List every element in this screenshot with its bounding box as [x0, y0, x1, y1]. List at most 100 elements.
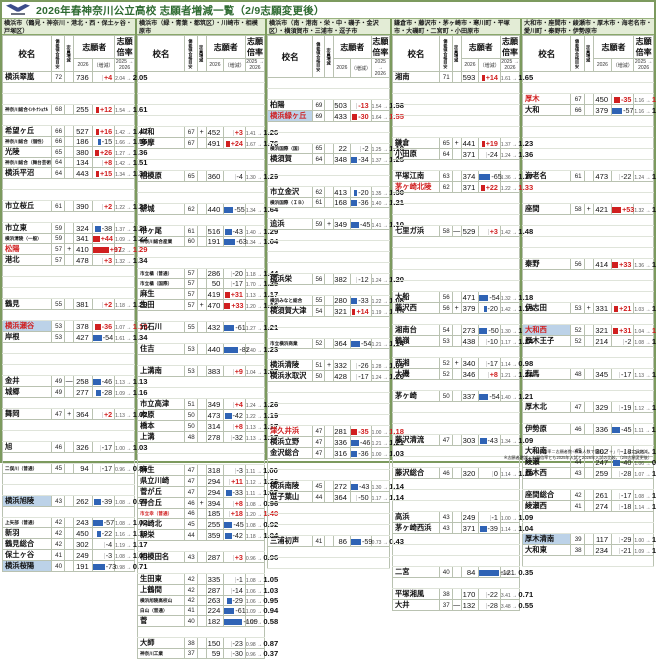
delta-value: -42	[232, 530, 243, 540]
cell-deviation: 47	[184, 464, 198, 476]
delta-bar	[234, 576, 236, 583]
cell-applicant-delta: -57	[91, 517, 116, 528]
table-row: 横浜瀬谷 53 378 -36 1.07 → 1.19	[2, 320, 147, 332]
delta-bar	[618, 470, 620, 477]
cell-capacity-change	[64, 125, 75, 137]
cell-applicants: 440	[205, 203, 225, 215]
ratio-old: 1.22	[115, 204, 125, 211]
spacer-row	[522, 82, 654, 94]
th-ratio: 志願倍率	[114, 35, 135, 59]
cell-capacity-change	[196, 486, 207, 498]
cell-ratio: 1.13 → 1.13	[114, 375, 147, 387]
delta-value: -29	[620, 534, 632, 544]
spacer-row	[392, 269, 520, 281]
cell-capacity-change	[64, 517, 75, 528]
cell-deviation: 58	[439, 225, 453, 237]
cell-applicant-delta: +11	[223, 475, 246, 487]
delta-bar	[96, 530, 101, 537]
cell-ratio: 3.41 → 0.71	[499, 588, 533, 600]
ratio-old: 1.42	[500, 306, 511, 313]
ratio-old: 1.14	[500, 361, 511, 368]
delta-bar	[480, 184, 485, 191]
cell-school-name: 金井	[2, 375, 52, 387]
table-row: 百合丘 46 +394 +8 1.08 → 0.96	[137, 497, 278, 509]
cell-applicants: 374	[460, 170, 480, 182]
cell-applicants: 410	[73, 243, 93, 255]
delta-value: -1	[236, 574, 243, 584]
cell-school-name: 上鶴間	[137, 584, 185, 596]
ratio-arrow-icon: →	[512, 526, 518, 533]
cell-deviation: 43	[439, 522, 453, 534]
cell-applicants: 371	[460, 522, 480, 534]
cell-deviation: 64	[50, 167, 66, 179]
cell-ratio: 1.30 → 1.15	[499, 324, 533, 336]
table-row: 横浜国際（ＩＢ） 61 168 -36 1.40 → 1.21	[266, 197, 404, 208]
spacer-row	[522, 181, 654, 193]
delta-value: -13	[358, 100, 369, 110]
cell-applicant-delta: -82	[223, 343, 250, 355]
ratio-new: 1.25	[651, 94, 656, 104]
cell-deviation: 68	[50, 104, 66, 115]
cell-applicant-delta: -20	[223, 268, 246, 279]
cell-deviation: 47	[312, 425, 326, 437]
cell-capacity-change	[196, 203, 207, 215]
ratio-arrow-icon: →	[126, 564, 132, 571]
ratio-old: 1.30	[500, 328, 511, 335]
delta-value: 0	[493, 468, 498, 478]
cell-school-name: 大和東	[521, 544, 572, 556]
cell-applicants: 452	[205, 126, 225, 138]
cell-school-name: 藤沢西	[392, 302, 440, 314]
ratio-old: 1.27	[245, 325, 256, 332]
cell-capacity-change: +	[196, 126, 207, 138]
cell-applicants: 321	[592, 324, 613, 336]
cell-applicant-delta: -73	[91, 560, 116, 572]
cell-deviation: 53	[50, 320, 66, 332]
cell-ratio: 1.37 → 1.25	[370, 153, 404, 165]
ratio-old: 1.07	[634, 471, 645, 478]
delta-value: +16	[99, 126, 113, 136]
cell-school-name: 上矢部（普通）	[2, 517, 52, 528]
spacer-row	[137, 246, 265, 258]
cell-applicants: 359	[205, 529, 225, 541]
cell-ratio: 1.22 → 1.08	[370, 295, 404, 306]
cell-applicant-delta: +3	[91, 254, 116, 266]
table-row: 横浜氷取沢 50 428 -17 1.24 → 1.20	[266, 370, 404, 382]
ratio-old: 1.34	[245, 240, 256, 246]
cell-school-name: 二宮	[392, 566, 440, 578]
cell-capacity-change	[64, 167, 75, 179]
spacer-row	[2, 114, 135, 126]
ratio-arrow-icon: →	[382, 201, 388, 207]
spacer-row	[2, 93, 135, 105]
cell-school-name: 市立東	[2, 222, 52, 234]
cell-ratio: 1.09 → 0.94	[244, 605, 278, 616]
cell-deviation: 64	[312, 153, 326, 165]
th-year-new: 2026	[332, 58, 351, 78]
ratio-new: 1.00	[651, 545, 656, 555]
delta-bar	[228, 511, 230, 518]
table-row: 柏陽 69 503 -13 1.54 → 1.58	[266, 99, 404, 111]
cell-applicants: 150	[205, 637, 225, 649]
cell-applicants: 278	[205, 431, 225, 443]
cell-applicants: 273	[460, 324, 480, 336]
delta-value: -109	[243, 616, 258, 626]
cell-ratio: 1.24 → 1.26	[244, 398, 278, 410]
table-row: 金沢総合 47 316 -36 1.00 → 1.03	[266, 447, 404, 459]
ratio-arrow-icon: →	[257, 555, 263, 562]
ratio-arrow-icon: →	[256, 468, 262, 475]
region-column-4: 鎌倉市・藤沢市・茅ヶ崎市・寒川町・平塚市・大磯町・二宮町・小田原市 校名 偏差値合格…	[392, 19, 533, 611]
delta-bar	[618, 503, 620, 510]
ratio-old: 1.00	[371, 429, 382, 436]
table-row: 神奈川総合産業 60 191 -63 1.34 → 1.04	[137, 236, 278, 247]
ratio-arrow-icon: →	[645, 460, 651, 467]
cell-deviation: 71	[439, 71, 453, 83]
cell-capacity-change	[451, 566, 462, 578]
cell-ratio: 1.07 → 1.19	[114, 320, 147, 332]
spacer-row	[2, 82, 135, 94]
cell-school-name: 横浜南陵	[266, 480, 314, 492]
cell-school-name: 横浜栄	[266, 273, 314, 285]
table-row: 茅ヶ崎 50 337 -54 1.40 → 1.21	[392, 390, 533, 402]
delta-bar	[618, 404, 620, 411]
ratio-arrow-icon: →	[382, 299, 388, 305]
ratio-new: 1.36	[651, 105, 656, 115]
